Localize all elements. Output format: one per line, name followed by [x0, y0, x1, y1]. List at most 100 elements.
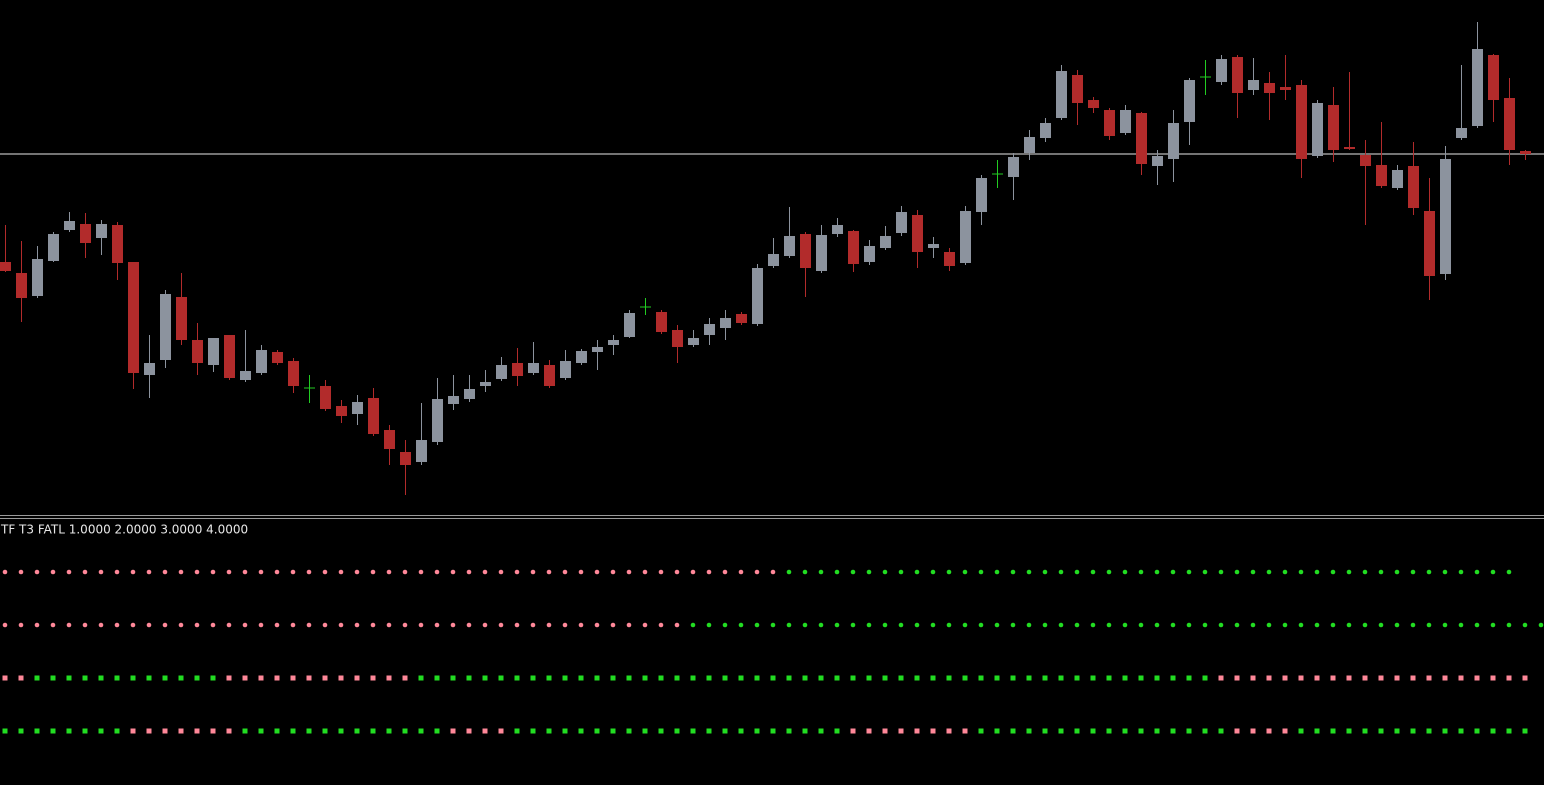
- indicator-dot: [194, 728, 200, 734]
- indicator-dot: [594, 622, 600, 628]
- indicator-dot: [354, 622, 360, 628]
- indicator-dot: [66, 728, 72, 734]
- indicator-dot: [1154, 569, 1160, 575]
- indicator-dot: [594, 728, 600, 734]
- indicator-dot: [1474, 569, 1480, 575]
- indicator-dot: [1010, 675, 1016, 681]
- indicator-dot: [1458, 622, 1464, 628]
- indicator-dot: [242, 569, 248, 575]
- indicator-dot: [738, 569, 744, 575]
- indicator-dot: [402, 622, 408, 628]
- candle-body: [1056, 71, 1067, 118]
- indicator-dot: [226, 675, 232, 681]
- indicator-dot: [1362, 622, 1368, 628]
- candle-body: [608, 340, 619, 345]
- indicator-dot: [450, 622, 456, 628]
- indicator-dot: [290, 622, 296, 628]
- indicator-dot: [1170, 675, 1176, 681]
- indicator-dot: [210, 569, 216, 575]
- indicator-dot: [1106, 622, 1112, 628]
- indicator-dot: [514, 728, 520, 734]
- indicator-dot: [722, 728, 728, 734]
- indicator-dot: [1074, 728, 1080, 734]
- candle-body: [464, 389, 475, 399]
- indicator-dot: [226, 569, 232, 575]
- indicator-dot: [770, 622, 776, 628]
- indicator-dot: [1266, 675, 1272, 681]
- indicator-dot: [578, 569, 584, 575]
- indicator-dot: [1298, 622, 1304, 628]
- indicator-dot: [146, 622, 152, 628]
- indicator-dot: [514, 622, 520, 628]
- candle-body: [848, 231, 859, 264]
- indicator-dot: [994, 728, 1000, 734]
- indicator-dot: [306, 675, 312, 681]
- indicator-dot: [546, 622, 552, 628]
- indicator-dot: [18, 569, 24, 575]
- indicator-dot: [2, 622, 8, 628]
- indicator-dot: [1138, 675, 1144, 681]
- indicator-dot: [1250, 622, 1256, 628]
- indicator-dot: [1346, 569, 1352, 575]
- indicator-dot: [962, 569, 968, 575]
- candle-body: [880, 236, 891, 248]
- indicator-dot: [530, 569, 536, 575]
- indicator-dot: [994, 622, 1000, 628]
- indicator-dot: [98, 622, 104, 628]
- indicator-dot: [770, 569, 776, 575]
- candle-body: [224, 335, 235, 378]
- indicator-dot: [1234, 675, 1240, 681]
- indicator-dot: [1234, 569, 1240, 575]
- indicator-dot: [418, 728, 424, 734]
- indicator-dot: [882, 675, 888, 681]
- indicator-dot: [1394, 569, 1400, 575]
- indicator-dot: [466, 675, 472, 681]
- indicator-dot: [1218, 569, 1224, 575]
- candle-body: [736, 314, 747, 323]
- indicator-dot: [1314, 569, 1320, 575]
- candle-body: [704, 324, 715, 335]
- indicator-dot: [786, 675, 792, 681]
- indicator-dot: [706, 622, 712, 628]
- indicator-dot: [946, 675, 952, 681]
- indicator-dot: [1426, 675, 1432, 681]
- indicator-dot: [82, 569, 88, 575]
- candle-body: [1184, 80, 1195, 122]
- indicator-dot: [1026, 728, 1032, 734]
- indicator-dot: [386, 569, 392, 575]
- indicator-dot: [786, 569, 792, 575]
- indicator-dot: [658, 675, 664, 681]
- indicator-dot: [290, 728, 296, 734]
- indicator-dot: [66, 675, 72, 681]
- indicator-dot: [674, 675, 680, 681]
- indicator-dot: [130, 622, 136, 628]
- indicator-dot: [1106, 728, 1112, 734]
- candle-body: [448, 396, 459, 404]
- candle-body: [1264, 83, 1275, 93]
- indicator-dot: [1490, 622, 1496, 628]
- indicator-dot: [562, 569, 568, 575]
- indicator-dot: [1138, 728, 1144, 734]
- indicator-dot: [434, 675, 440, 681]
- candle-body: [32, 259, 43, 296]
- candle-body: [784, 236, 795, 256]
- indicator-dot: [1090, 569, 1096, 575]
- indicator-dot: [1042, 569, 1048, 575]
- indicator-dot: [370, 622, 376, 628]
- indicator-dot: [1090, 728, 1096, 734]
- indicator-dot: [690, 569, 696, 575]
- candle-body: [1504, 98, 1515, 150]
- indicator-dot: [450, 569, 456, 575]
- indicator-dot: [1522, 622, 1528, 628]
- indicator-dot: [338, 728, 344, 734]
- candle-body: [1440, 159, 1451, 274]
- indicator-dot: [82, 622, 88, 628]
- candle-body: [1008, 157, 1019, 177]
- indicator-dot: [754, 622, 760, 628]
- indicator-dot: [658, 569, 664, 575]
- indicator-dot: [210, 675, 216, 681]
- indicator-dot: [754, 569, 760, 575]
- candle-body: [192, 340, 203, 363]
- indicator-dot: [1186, 569, 1192, 575]
- indicator-dot: [1266, 622, 1272, 628]
